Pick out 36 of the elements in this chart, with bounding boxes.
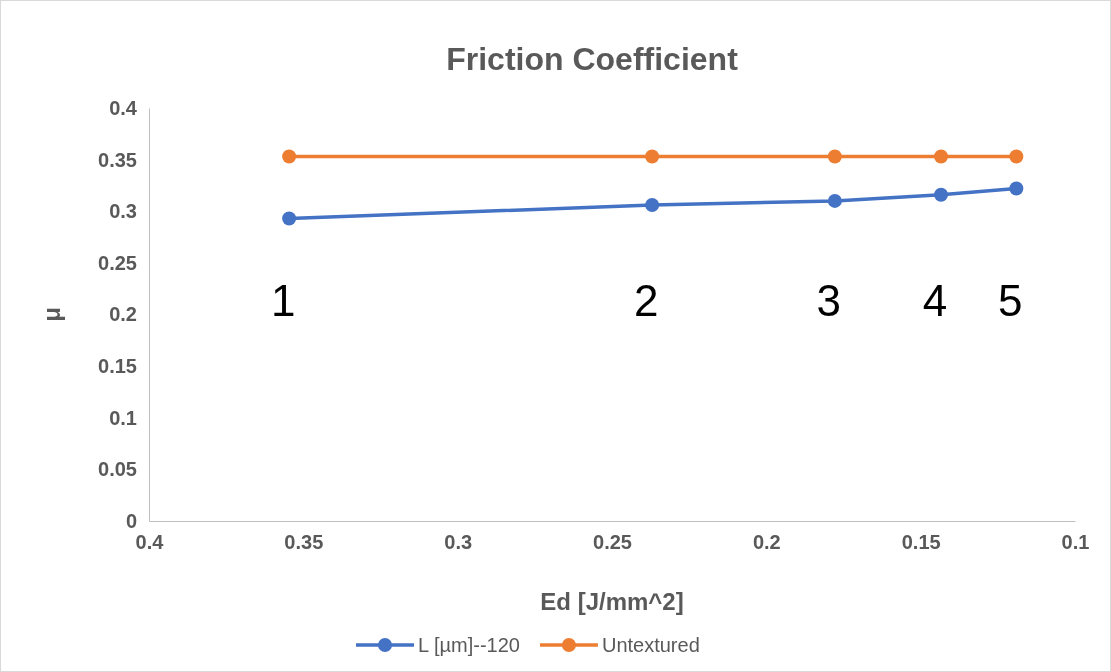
annotation: 3 — [816, 276, 842, 325]
chart-title: Friction Coefficient — [446, 41, 739, 77]
y-tick-label: 0.3 — [109, 200, 137, 223]
x-axis-title: Ed [J/mm^2] — [540, 588, 684, 615]
annotation: 5 — [998, 276, 1023, 325]
annotation: 1 — [270, 276, 296, 325]
point — [934, 149, 949, 164]
point — [934, 187, 949, 202]
y-tick-label: 0.15 — [98, 355, 137, 378]
annotation: 2 — [633, 276, 659, 325]
y-axis-title: μ — [38, 307, 65, 322]
point — [282, 149, 297, 164]
x-tick-label: 0.15 — [901, 531, 941, 554]
point — [1009, 149, 1024, 164]
x-tick-label: 0.35 — [284, 531, 324, 554]
legend-label: Untextured — [601, 634, 700, 656]
point — [827, 193, 842, 208]
x-tick-label: 0.25 — [593, 531, 632, 554]
x-tick-label: 0.2 — [752, 531, 781, 554]
x-tick-label: 0.1 — [1061, 531, 1090, 554]
y-tick-label: 0.4 — [109, 96, 138, 119]
point — [827, 149, 842, 164]
point — [645, 149, 660, 164]
legend-label: L [µm]--120 — [418, 634, 520, 656]
x-tick-label: 0.3 — [444, 531, 473, 554]
y-tick-label: 0.25 — [98, 251, 137, 274]
annotation: 4 — [922, 276, 948, 325]
point — [645, 198, 660, 213]
y-tick-label: 0.2 — [109, 303, 137, 326]
y-tick-label: 0.35 — [98, 148, 137, 171]
y-tick-label: 0 — [125, 509, 137, 532]
x-tick-label: 0.4 — [135, 531, 165, 554]
point — [282, 211, 297, 226]
y-tick-label: 0.05 — [98, 458, 137, 481]
point — [1009, 181, 1024, 196]
y-tick-label: 0.1 — [109, 406, 137, 429]
